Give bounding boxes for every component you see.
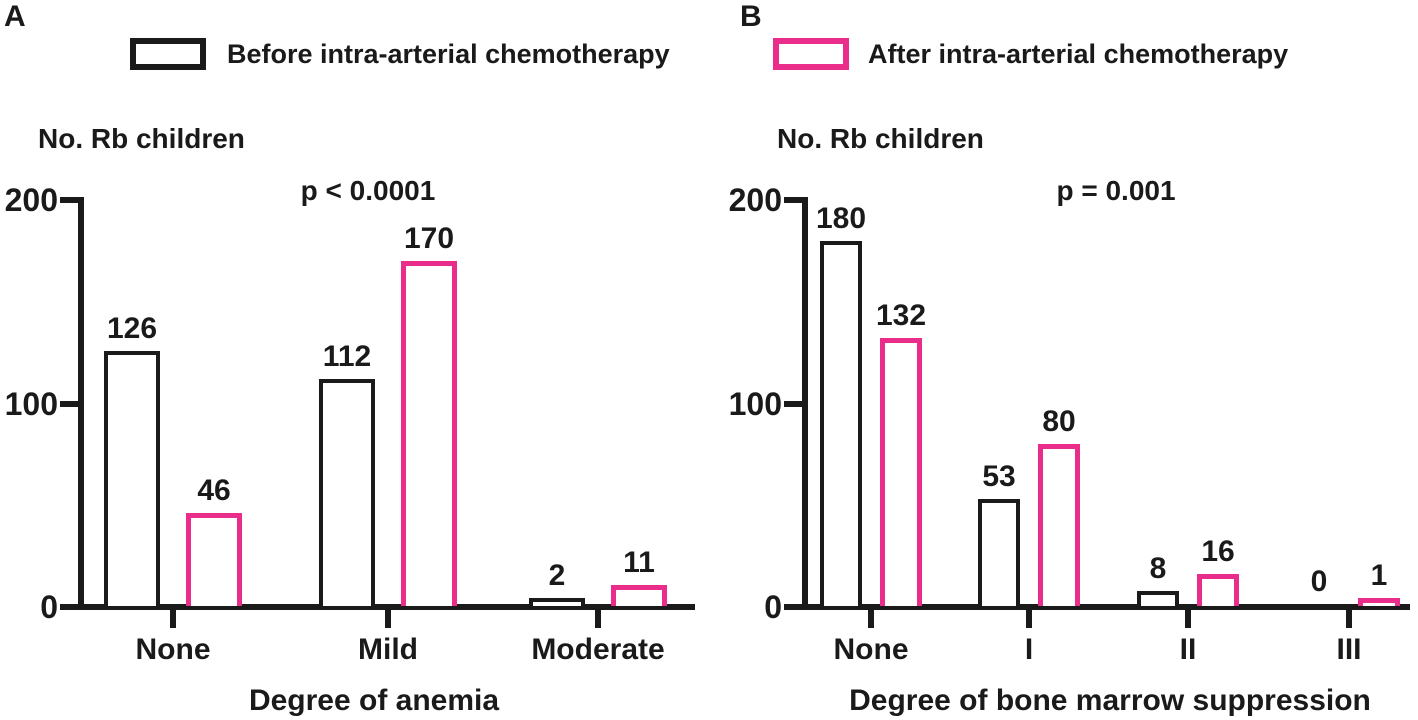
x-tick <box>385 610 391 628</box>
x-tick <box>1026 610 1032 628</box>
legend-swatch-after <box>773 38 849 70</box>
bar-before-ii <box>1137 591 1179 606</box>
legend-label-before: Before intra-arterial chemotherapy <box>227 39 670 69</box>
bar-after-iii <box>1358 598 1400 606</box>
bar-after-none <box>880 338 922 606</box>
category-label: Moderate <box>531 633 665 666</box>
bar-before-i <box>978 499 1020 606</box>
bar-value-label: 11 <box>623 546 655 579</box>
x-axis-line <box>78 604 695 610</box>
y-tick-label: 100 <box>728 385 782 422</box>
y-axis-line <box>802 197 808 610</box>
legend-label-after: After intra-arterial chemotherapy <box>868 39 1289 69</box>
y-tick-label: 200 <box>4 182 58 218</box>
y-tick <box>784 604 802 610</box>
p-value-b: p = 0.001 <box>1056 175 1176 206</box>
bar-after-none <box>186 513 242 606</box>
y-tick <box>784 197 802 203</box>
y-tick <box>60 197 78 203</box>
bar-value-label: 8 <box>1149 552 1167 585</box>
bar-value-label: 2 <box>548 559 566 592</box>
bar-value-label: 1 <box>1370 559 1388 592</box>
category-label: I <box>1024 633 1034 666</box>
bar-after-i <box>1038 444 1080 606</box>
bar-value-label: 112 <box>322 340 372 373</box>
p-value-a: p < 0.0001 <box>300 175 436 206</box>
x-axis-title-a: Degree of anemia <box>248 684 500 717</box>
bar-value-label: 180 <box>815 202 867 235</box>
y-tick-label: 0 <box>764 589 782 625</box>
x-tick <box>868 610 874 628</box>
x-axis-line <box>802 604 1410 610</box>
legend-swatch-before <box>130 38 206 70</box>
category-label: II <box>1179 633 1197 666</box>
x-tick <box>170 610 176 628</box>
x-tick <box>1185 610 1191 628</box>
bar-value-label: 46 <box>197 474 231 507</box>
bar-before-none <box>104 351 160 606</box>
bar-before-none <box>820 241 862 606</box>
y-axis-title-b: No. Rb children <box>777 123 984 154</box>
bar-before-mild <box>319 379 375 606</box>
bar-value-label: 53 <box>982 460 1016 493</box>
panel-label-a: A <box>4 0 26 33</box>
x-tick <box>595 610 601 628</box>
bar-value-label: 132 <box>875 299 927 332</box>
bar-before-moderate <box>529 598 585 606</box>
bar-value-label: 80 <box>1042 405 1076 438</box>
category-label: None <box>833 633 909 666</box>
y-tick-label: 0 <box>40 589 58 625</box>
y-tick-label: 200 <box>728 182 782 218</box>
bar-after-ii <box>1197 574 1239 606</box>
y-tick <box>60 400 78 407</box>
y-tick <box>784 400 802 407</box>
panel-label-b: B <box>740 0 762 33</box>
x-axis-title-b: Degree of bone marrow suppression <box>849 684 1371 717</box>
bar-value-label: 126 <box>106 312 158 345</box>
y-tick <box>60 604 78 610</box>
y-tick-label: 100 <box>4 385 58 422</box>
category-label: Mild <box>358 633 418 666</box>
y-axis-line <box>78 197 84 610</box>
bar-value-label: 0 <box>1310 565 1328 598</box>
x-tick <box>1346 610 1352 628</box>
category-label: None <box>135 633 211 666</box>
y-axis-title-a: No. Rb children <box>38 123 245 154</box>
bar-value-label: 16 <box>1201 535 1235 568</box>
bar-after-mild <box>401 261 457 606</box>
category-label: III <box>1336 633 1362 666</box>
bar-value-label: 170 <box>403 222 455 255</box>
bar-after-moderate <box>611 585 667 606</box>
